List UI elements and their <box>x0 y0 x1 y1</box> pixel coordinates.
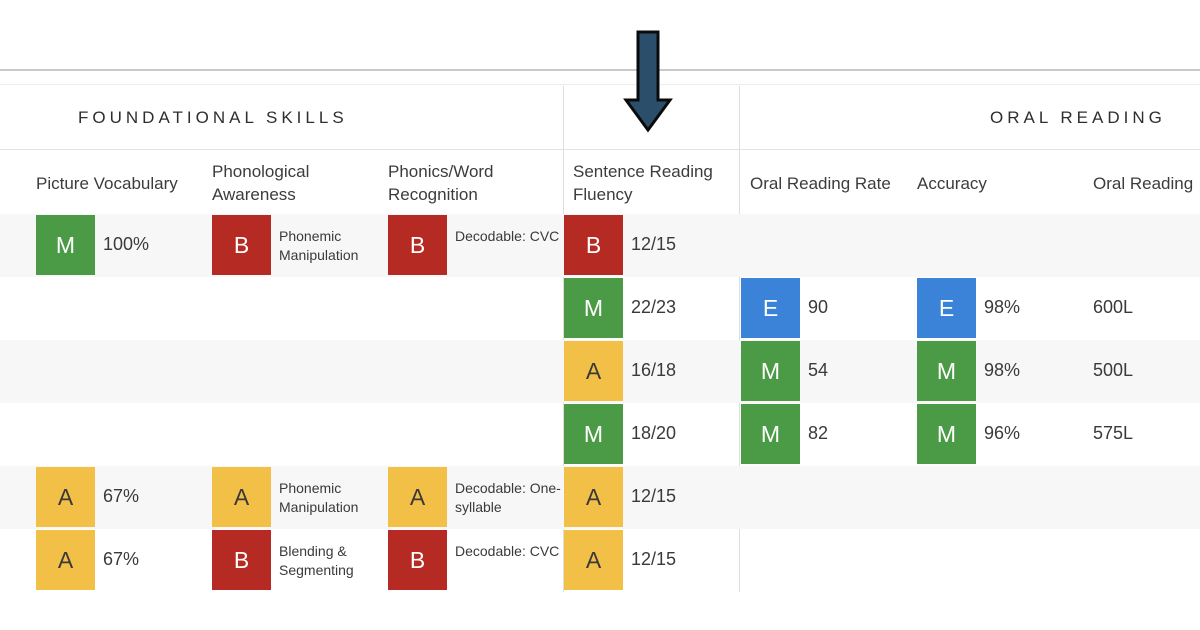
level-badge-srf: M <box>564 404 623 464</box>
skill-note-pa: Blending & Segmenting <box>279 543 354 578</box>
level-badge-srf: A <box>564 467 623 527</box>
level-badge-acc: M <box>917 404 976 464</box>
column-header-phonological-awareness: Phonological Awareness <box>212 162 310 204</box>
skill-note-ph: Decodable: One-syllable <box>455 480 561 515</box>
score-value-srf: 16/18 <box>631 360 677 380</box>
score-value-or: 575L <box>1093 423 1134 443</box>
level-badge-ph: B <box>388 530 447 590</box>
skill-note-pa: Phonemic Manipulation <box>279 228 359 263</box>
skill-note-pa: Phonemic Manipulation <box>279 480 359 515</box>
column-divider <box>563 86 564 592</box>
section-foundational-skills: FOUNDATIONAL SKILLS <box>78 108 348 127</box>
level-badge-acc: E <box>917 278 976 338</box>
column-header-accuracy: Accuracy <box>917 174 987 193</box>
score-value-srf: 22/23 <box>631 297 677 317</box>
score-value-acc: 98% <box>984 297 1021 317</box>
score-value-srf: 12/15 <box>631 549 677 569</box>
level-badge-pa: B <box>212 530 271 590</box>
column-header-sentence-reading-fluency: Sentence Reading Fluency <box>573 162 713 204</box>
score-value-srf: 12/15 <box>631 486 677 506</box>
level-badge-ph: A <box>388 467 447 527</box>
column-divider <box>739 86 740 592</box>
down-arrow-icon <box>623 30 673 133</box>
score-value-pv: 67% <box>103 486 140 506</box>
level-badge-srf: A <box>564 530 623 590</box>
score-value-or: 500L <box>1093 360 1134 380</box>
level-badge-srf: M <box>564 278 623 338</box>
section-title-divider <box>0 149 1200 150</box>
skill-note-ph: Decodable: CVC <box>455 228 560 244</box>
level-badge-pa: B <box>212 215 271 275</box>
score-value-pv: 100% <box>103 234 150 254</box>
score-value-acc: 96% <box>984 423 1021 443</box>
level-badge-pv: M <box>36 215 95 275</box>
level-badge-acc: M <box>917 341 976 401</box>
top-divider <box>0 69 1200 71</box>
level-badge-pv: A <box>36 467 95 527</box>
column-header-oral-reading-rate: Oral Reading Rate <box>750 174 891 193</box>
score-value-pv: 67% <box>103 549 140 569</box>
column-header-picture-vocabulary: Picture Vocabulary <box>36 174 178 193</box>
level-badge-srf: B <box>564 215 623 275</box>
score-value-srf: 18/20 <box>631 423 677 443</box>
level-badge-ph: B <box>388 215 447 275</box>
level-badge-pa: A <box>212 467 271 527</box>
level-badge-pv: A <box>36 530 95 590</box>
score-value-or: 600L <box>1093 297 1134 317</box>
score-value-acc: 98% <box>984 360 1021 380</box>
score-value-orr: 54 <box>808 360 829 380</box>
level-badge-orr: M <box>741 404 800 464</box>
level-badge-srf: A <box>564 341 623 401</box>
header-divider <box>0 84 1200 85</box>
level-badge-orr: M <box>741 341 800 401</box>
column-header-oral-reading: Oral Reading <box>1093 174 1194 193</box>
section-oral-reading: ORAL READING <box>990 108 1166 127</box>
level-badge-orr: E <box>741 278 800 338</box>
column-header-phonics-word-recognition: Phonics/Word Recognition <box>388 162 494 204</box>
score-value-orr: 90 <box>808 297 829 317</box>
score-value-srf: 12/15 <box>631 234 677 254</box>
score-value-orr: 82 <box>808 423 829 443</box>
skill-note-ph: Decodable: CVC <box>455 543 560 559</box>
